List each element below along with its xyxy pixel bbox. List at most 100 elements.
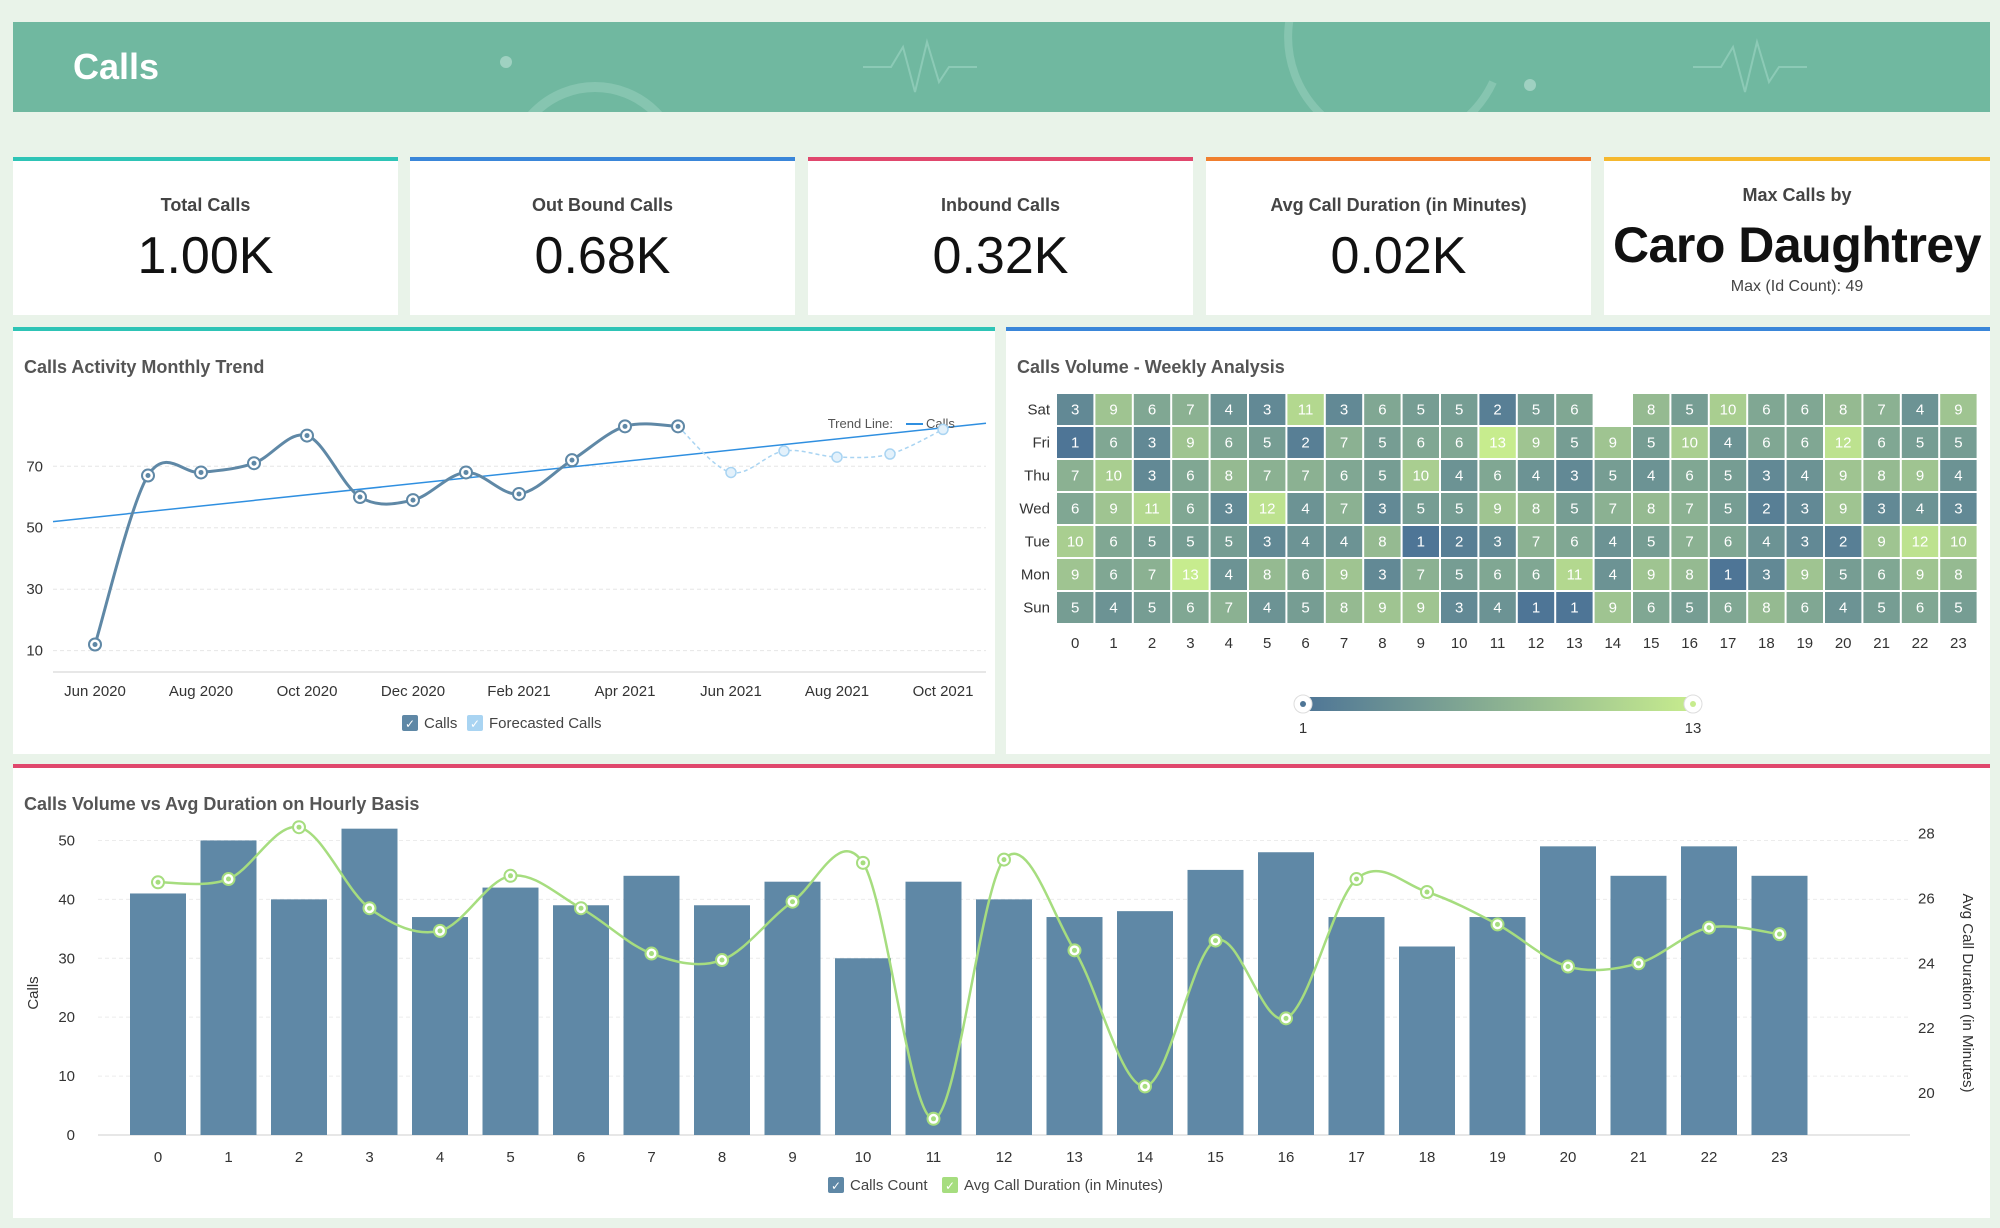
calls-point-dot [92,641,98,647]
legend-forecasted-calls-swatch [467,715,483,731]
y-tick-label: 30 [58,950,75,967]
x-tick-label: 6 [577,1149,585,1166]
heatmap-cell-value: 6 [1109,567,1117,584]
heatmap-cell-value: 3 [1493,534,1501,551]
scale-min-label: 1 [1299,720,1307,737]
avg-duration-point-dot [155,879,161,885]
heatmap-cell [1863,493,1900,524]
x-tick-label: Jun 2020 [64,683,126,700]
legend-calls-swatch [402,715,418,731]
heatmap-cell [1133,460,1171,491]
heatmap-cell-value: 1 [1532,600,1540,617]
heatmap-cell [1364,493,1401,524]
heatmap-cell-value: 2 [1762,501,1770,518]
heatmap-cell-value: 8 [1954,567,1962,584]
forecast-point [937,423,949,436]
heatmap-cell-value: 6 [1570,402,1578,419]
heatmap-cell-value: 7 [1148,567,1156,584]
bar-calls-count [1187,869,1244,1135]
bar-calls-count [905,881,962,1135]
x-tick-label: 20 [1560,1149,1577,1166]
heatmap-cell-value: 3 [1148,435,1156,452]
heatmap-cell-value: 4 [1916,501,1924,518]
heatmap-cell [1133,526,1171,557]
heatmap-cell-value: 8 [1685,567,1693,584]
heatmap-cell [1325,493,1363,524]
heatmap-cell [1825,394,1862,425]
heatmap-cell-value: 5 [1148,600,1156,617]
heatmap-cell [1057,526,1094,557]
heatmap-col-label: 7 [1340,635,1348,652]
heatmap-cell [1210,427,1247,458]
heatmap-cell-value: 9 [1532,435,1540,452]
heatmap-cell [1825,493,1862,524]
header-decoration [500,22,1807,112]
heatmap-cell-value: 4 [1493,600,1501,617]
heatmap-cell-value: 5 [1877,600,1885,617]
heatmap-cell [1556,427,1593,458]
heatmap-cell-value: 4 [1609,567,1617,584]
bar-calls-count [1610,875,1667,1135]
heatmap-cell [1901,427,1939,458]
heatmap-cell-value: 9 [1609,600,1617,617]
legend-forecasted-calls-label: Forecasted Calls [489,715,602,732]
heatmap-cell [1594,460,1631,491]
heatmap-cell-value: 4 [1647,468,1655,485]
heatmap-cell-value: 3 [1801,534,1809,551]
heatmap-cell [1633,559,1670,590]
x-tick-label: Oct 2021 [913,683,974,700]
x-tick-label: 14 [1137,1149,1154,1166]
heatmap-cell [1748,394,1785,425]
heatmap-cell [1441,394,1478,425]
heatmap-cell-value: 6 [1647,600,1655,617]
page-title: Calls [73,46,160,87]
bar-calls-count [341,828,398,1135]
heatmap-cell [1057,394,1094,425]
heatmap-col-label: 23 [1950,635,1967,652]
heatmap-cell-value: 3 [1148,468,1156,485]
heatmap-cell [1671,526,1708,557]
heatmap-cell-value: 7 [1340,435,1348,452]
x-tick-label: 18 [1419,1149,1436,1166]
heatmap-cell-value: 10 [1720,402,1737,419]
heatmap-col-label: 2 [1148,635,1156,652]
heatmap-cell-value: 3 [1263,534,1271,551]
heatmap-col-label: 19 [1796,635,1813,652]
heatmap-cell [1287,559,1324,590]
heatmap-cell [1901,394,1939,425]
heatmap-cell-value: 2 [1455,534,1463,551]
forecast-point [778,445,790,457]
x-tick-label: Apr 2021 [595,683,656,700]
x-tick-label: 22 [1701,1149,1718,1166]
heatmap-cell [1556,592,1593,623]
heatmap-cell-value: 5 [1647,534,1655,551]
heatmap-cell-value: 12 [1912,534,1929,551]
heatmap-cell-value: 5 [1378,435,1386,452]
heatmap-cell-value: 4 [1301,534,1309,551]
x-tick-label: Aug 2021 [805,683,869,700]
bar-calls-count [1751,875,1808,1135]
heatmap-cell-value: 9 [1493,501,1501,518]
heatmap-cell [1940,427,1977,458]
heatmap-col-label: 8 [1378,635,1386,652]
heatmap-cell-value: 10 [1950,534,1967,551]
heatmap-cell [1441,526,1478,557]
x-tick-label: 0 [154,1149,162,1166]
heatmap-cell [1133,394,1171,425]
heatmap-cell-value: 9 [1916,567,1924,584]
avg-duration-point-dot [1283,1015,1289,1021]
heatmap-cell-value: 6 [1762,435,1770,452]
heatmap-cell [1287,493,1324,524]
panel-title: Calls Volume - Weekly Analysis [1017,357,1285,377]
avg-duration-point-dot [860,860,866,866]
heatmap-cell [1517,526,1555,557]
forecast-point [725,466,737,479]
heatmap-row-label: Sat [1027,402,1050,419]
heatmap-cell [1364,526,1401,557]
heatmap-cell [1325,427,1363,458]
scale-handle-max-dot [1690,701,1696,707]
calls-point-dot [410,497,416,503]
avg-duration-point-dot [1706,925,1712,931]
heatmap-cell [1671,427,1708,458]
